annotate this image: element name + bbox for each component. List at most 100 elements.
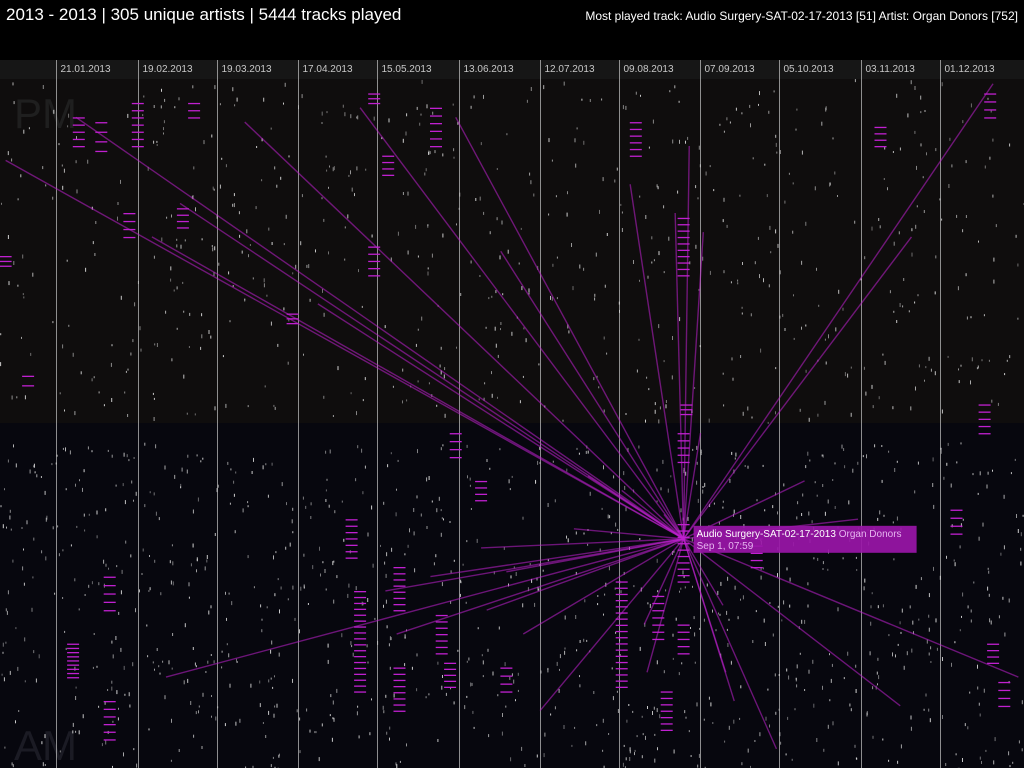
track-cluster[interactable] xyxy=(950,509,963,535)
track-cluster[interactable] xyxy=(677,524,690,583)
track-play-dash xyxy=(0,256,12,258)
track-cluster[interactable] xyxy=(475,480,488,502)
track-cluster[interactable] xyxy=(677,433,690,464)
track-cluster[interactable] xyxy=(368,246,381,277)
track-mark xyxy=(615,522,617,527)
track-cluster[interactable] xyxy=(0,256,12,267)
track-cluster[interactable] xyxy=(176,208,189,229)
track-cluster[interactable] xyxy=(22,375,35,387)
track-mark xyxy=(611,667,613,670)
track-cluster[interactable] xyxy=(444,662,457,688)
track-mark xyxy=(234,530,236,534)
track-cluster[interactable] xyxy=(354,591,367,693)
track-mark xyxy=(148,728,150,731)
track-mark xyxy=(965,215,967,218)
track-mark xyxy=(984,165,986,169)
track-mark xyxy=(587,450,589,454)
track-cluster[interactable] xyxy=(435,614,448,655)
track-mark xyxy=(473,726,475,729)
track-mark xyxy=(149,555,150,557)
track-cluster[interactable] xyxy=(286,313,299,325)
track-cluster[interactable] xyxy=(345,519,358,559)
track-cluster[interactable] xyxy=(652,595,665,641)
track-cluster[interactable] xyxy=(449,433,462,459)
track-cluster[interactable] xyxy=(72,117,85,148)
track-mark xyxy=(178,97,180,101)
track-mark xyxy=(274,766,276,768)
track-mark xyxy=(270,649,272,654)
track-mark xyxy=(326,111,328,114)
track-cluster[interactable] xyxy=(615,581,628,688)
track-mark xyxy=(9,670,11,675)
listening-timeline-chart[interactable]: PM AM 21.01.2013 19.02.2013 19.03.2013 17.0… xyxy=(0,60,1024,768)
track-mark xyxy=(482,675,484,678)
highlight-ray xyxy=(683,538,1019,678)
track-mark xyxy=(730,281,732,284)
track-mark xyxy=(283,243,285,246)
track-cluster[interactable] xyxy=(984,93,997,119)
track-mark xyxy=(111,454,113,458)
track-mark xyxy=(20,174,22,178)
track-mark xyxy=(807,604,809,608)
track-mark xyxy=(427,271,429,276)
track-cluster[interactable] xyxy=(677,624,690,655)
track-mark xyxy=(182,281,184,284)
track-mark xyxy=(926,639,928,644)
track-mark xyxy=(417,449,418,454)
track-cluster[interactable] xyxy=(680,404,693,416)
track-mark xyxy=(341,633,343,638)
track-mark xyxy=(192,195,194,200)
track-cluster[interactable] xyxy=(368,93,381,105)
track-mark xyxy=(801,150,803,155)
track-mark xyxy=(312,565,314,570)
track-mark xyxy=(801,619,803,624)
track-cluster[interactable] xyxy=(987,643,1000,664)
track-mark xyxy=(854,220,856,224)
track-mark xyxy=(537,460,539,465)
track-mark xyxy=(945,763,947,766)
track-cluster[interactable] xyxy=(998,681,1011,708)
track-cluster[interactable] xyxy=(660,691,673,731)
track-cluster[interactable] xyxy=(430,107,442,148)
track-mark xyxy=(871,592,873,595)
track-mark xyxy=(594,293,596,297)
track-mark xyxy=(308,264,310,269)
track-cluster[interactable] xyxy=(123,213,136,239)
track-mark xyxy=(268,679,270,683)
track-play-dash xyxy=(286,318,299,320)
track-play-dash xyxy=(393,704,406,706)
track-cluster[interactable] xyxy=(978,404,991,435)
track-mark xyxy=(879,225,881,229)
track-mark xyxy=(117,717,119,721)
track-cluster[interactable] xyxy=(629,122,642,157)
track-cluster[interactable] xyxy=(382,155,395,176)
track-cluster[interactable] xyxy=(188,102,201,119)
track-mark xyxy=(842,557,844,560)
track-cluster[interactable] xyxy=(393,667,406,712)
track-mark xyxy=(407,250,409,255)
track-cluster[interactable] xyxy=(131,102,144,148)
track-mark xyxy=(976,367,978,370)
track-mark xyxy=(681,662,683,665)
track-cluster[interactable] xyxy=(393,567,406,612)
track-mark xyxy=(775,711,777,715)
track-mark xyxy=(298,105,299,110)
track-mark xyxy=(247,501,249,504)
track-mark xyxy=(562,419,564,422)
track-mark xyxy=(495,290,497,294)
track-cluster[interactable] xyxy=(95,122,108,153)
track-mark xyxy=(734,585,736,590)
track-mark xyxy=(926,152,927,156)
track-cluster[interactable] xyxy=(67,643,80,679)
track-cluster[interactable] xyxy=(103,701,116,741)
track-cluster[interactable] xyxy=(500,667,513,693)
track-mark xyxy=(729,121,731,124)
track-mark xyxy=(883,178,885,180)
track-mark xyxy=(779,732,781,737)
track-mark xyxy=(823,748,825,752)
track-mark xyxy=(274,593,276,597)
track-cluster[interactable] xyxy=(677,217,690,277)
track-cluster[interactable] xyxy=(874,126,887,148)
track-mark xyxy=(805,324,807,327)
track-cluster[interactable] xyxy=(103,576,116,612)
